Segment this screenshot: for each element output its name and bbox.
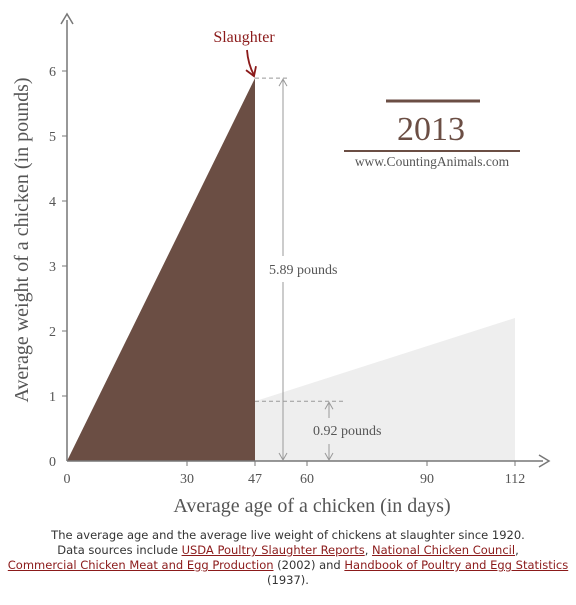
x-axis-arrow: [538, 454, 551, 468]
y-tick-label: 4: [49, 195, 56, 210]
link-commercial-chicken-meat-and-egg-production[interactable]: Commercial Chicken Meat and Egg Producti…: [7, 558, 274, 572]
chart-ticks: 0 30 47 60 90 112 0 1 2 3 4 5 6: [49, 65, 525, 487]
x-tick-label: 47: [248, 472, 262, 487]
caption-separator: ,: [364, 543, 373, 557]
caption-middle-text: (2002) and: [273, 558, 345, 572]
y-axis-label: Average weight of a chicken (in pounds): [11, 77, 33, 402]
x-tick-label: 30: [180, 472, 194, 487]
dimension-arrow-down: [278, 452, 288, 462]
link-national-chicken-council[interactable]: National Chicken Council: [372, 543, 516, 557]
x-tick-label: 0: [64, 472, 71, 487]
y-tick-label: 5: [49, 130, 56, 145]
y-tick-label: 3: [49, 260, 56, 275]
x-tick-label: 112: [505, 472, 525, 487]
slaughter-arrowhead: [245, 65, 257, 78]
chart-areas: [67, 78, 515, 462]
caption-line-2: Data sources include USDA Poultry Slaugh…: [0, 543, 576, 558]
y-tick-label: 6: [49, 65, 56, 80]
chart-annotations: 5.89 pounds 0.92 pounds Slaughter: [213, 29, 381, 462]
caption-separator: ,: [515, 543, 519, 557]
y-axis-arrow: [60, 12, 74, 25]
x-tick-label: 90: [420, 472, 434, 487]
y-tick-label: 0: [49, 455, 56, 470]
caption-line-1: The average age and the average live wei…: [51, 528, 525, 542]
caption-end-text: (1937).: [267, 573, 309, 587]
chart-caption: The average age and the average live wei…: [0, 528, 576, 588]
slaughter-label: Slaughter: [213, 29, 275, 46]
link-handbook-of-poultry-and-egg-statistics[interactable]: Handbook of Poultry and Egg Statistics: [344, 558, 569, 572]
weight-1920-label: 0.92 pounds: [313, 424, 381, 439]
x-tick-label: 60: [300, 472, 314, 487]
slaughter-arrow: [246, 49, 255, 76]
caption-line-3: Commercial Chicken Meat and Egg Producti…: [0, 558, 576, 588]
y-tick-label: 2: [49, 325, 56, 340]
y-tick-label: 1: [49, 390, 56, 405]
weight-2013-label: 5.89 pounds: [269, 263, 337, 278]
x-axis-label: Average age of a chicken (in days): [173, 495, 450, 517]
series-2013-area: [67, 78, 255, 462]
link-usda-poultry-slaughter-reports[interactable]: USDA Poultry Slaughter Reports: [181, 543, 365, 557]
chart-axes: [60, 12, 551, 468]
series-1920-area: [255, 318, 515, 461]
year-title: 2013: [397, 111, 465, 148]
caption-sources-intro: Data sources include: [57, 543, 182, 557]
chart: 0 30 47 60 90 112 0 1 2 3 4 5 6 5.89 pounds 0.92 poun…: [11, 12, 551, 517]
dimension-arrow-up: [278, 78, 288, 87]
dimension-arrow-up: [324, 401, 334, 410]
website-label: www.CountingAnimals.com: [355, 154, 510, 169]
dimension-arrow-down: [324, 452, 334, 462]
